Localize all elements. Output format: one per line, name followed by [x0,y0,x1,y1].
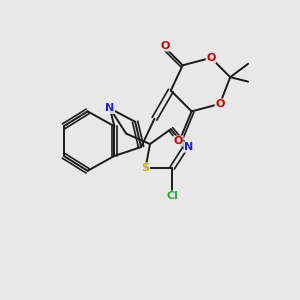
Text: N: N [105,103,115,113]
Text: Cl: Cl [167,191,178,201]
Text: O: O [215,99,224,109]
Text: O: O [206,53,216,63]
Text: N: N [184,142,193,152]
Text: O: O [160,41,170,51]
Text: S: S [142,163,149,173]
Text: O: O [173,136,183,146]
